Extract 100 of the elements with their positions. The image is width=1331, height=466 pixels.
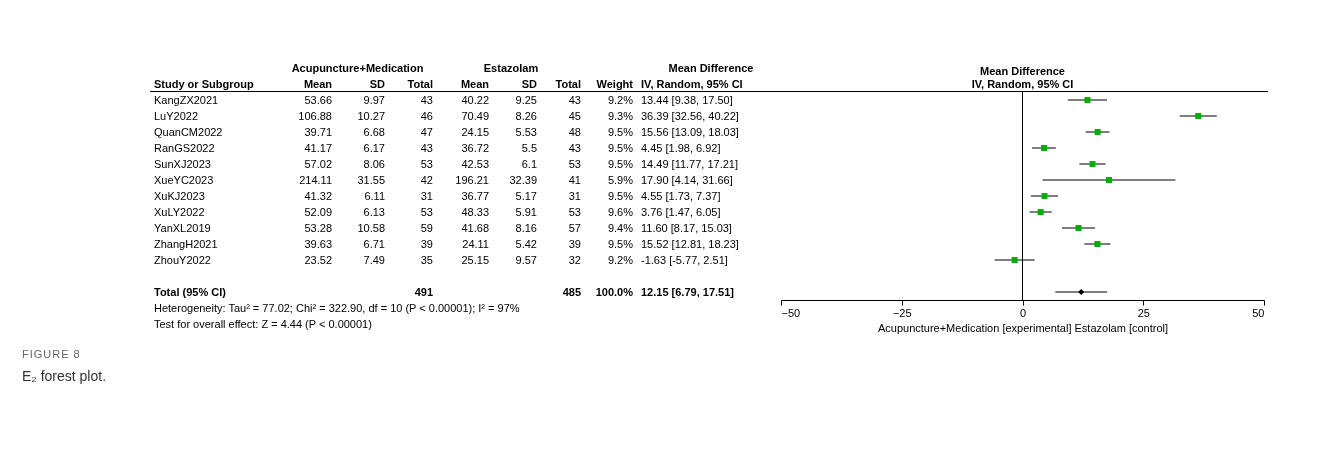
text: 9.97	[362, 93, 386, 108]
text: 5.42	[514, 237, 538, 252]
text: 9.5%	[606, 189, 634, 204]
text: XueYC2023	[153, 173, 215, 188]
text: 14.49 [11.77, 17.21]	[640, 157, 740, 172]
text: 5.17	[514, 189, 538, 204]
text: XuKJ2023	[153, 189, 206, 204]
text: 6.17	[362, 141, 386, 156]
text: 39	[419, 237, 434, 252]
text: 40.22	[460, 93, 490, 108]
text: 36.39 [32.56, 40.22]	[640, 109, 740, 124]
text: 9.3%	[606, 109, 634, 124]
text: 24.11	[461, 237, 490, 252]
text: ZhouY2022	[153, 253, 212, 268]
text: 57.02	[303, 157, 333, 172]
text: 31.55	[356, 173, 386, 188]
x-tick-label: −25	[892, 306, 912, 319]
text: SD	[520, 77, 538, 92]
text: 11.60 [8.17, 15.03]	[640, 221, 733, 236]
x-tick-label: 25	[1137, 306, 1150, 319]
text: XuLY2022	[153, 205, 206, 220]
text: 59	[419, 221, 434, 236]
text: 47	[419, 125, 434, 140]
text: 3.76 [1.47, 6.05]	[640, 205, 722, 220]
text: 43	[567, 93, 582, 108]
x-axis-title: Acupuncture+Medication [experimental] Estazolam [control]	[877, 321, 1169, 334]
text: ZhangH2021	[153, 237, 219, 252]
text: 53	[567, 157, 582, 172]
text: 9.5%	[606, 125, 634, 140]
text: 43	[567, 141, 582, 156]
text: 5.91	[514, 205, 538, 220]
text: 5.53	[514, 125, 538, 140]
text: 32	[567, 253, 582, 268]
text: Total	[406, 77, 434, 92]
text: 9.6%	[606, 205, 634, 220]
caption: FIGURE 8	[22, 348, 81, 360]
text: 25.15	[460, 253, 490, 268]
text: 43	[419, 93, 434, 108]
text: 53.66	[303, 93, 333, 108]
text: 53.28	[303, 221, 333, 236]
text: 4.45 [1.98, 6.92]	[640, 141, 722, 156]
text: 42	[419, 173, 434, 188]
x-tick-label: 50	[1252, 306, 1265, 319]
text: 52.09	[303, 205, 333, 220]
text: 41	[567, 173, 582, 188]
text: Acupuncture+Medication	[290, 61, 425, 76]
x-tick-label: 0	[1019, 306, 1027, 319]
text: 36.77	[460, 189, 490, 204]
text: 9.5%	[606, 237, 634, 252]
text: 15.52 [12.81, 18.23]	[640, 237, 740, 252]
text: 31	[567, 189, 582, 204]
text: 70.49	[460, 109, 490, 124]
text: Heterogeneity: Tau² = 77.02; Chi² = 322.90, df = 10 (P < 0.00001); I² = 97%	[154, 302, 520, 314]
text: 39.71	[303, 125, 333, 140]
text: 6.11	[363, 189, 386, 204]
text: 45	[567, 109, 582, 124]
text: 9.25	[514, 93, 538, 108]
text: YanXL2019	[153, 221, 212, 236]
text: 8.16	[514, 221, 538, 236]
text: 41.32	[303, 189, 333, 204]
text: 41.17	[303, 141, 333, 156]
text: 46	[419, 109, 434, 124]
text: Test for overall effect: Z = 4.44 (P < 0.00001)	[154, 318, 372, 330]
text: 9.5%	[606, 141, 634, 156]
text: 6.68	[362, 125, 386, 140]
text: QuanCM2022	[153, 125, 224, 140]
text: Mean	[459, 77, 490, 92]
text: 53	[419, 157, 434, 172]
text: 106.88	[297, 109, 333, 124]
text: 10.58	[356, 221, 386, 236]
text: 12.15 [6.79, 17.51]	[640, 285, 735, 300]
text: 53	[419, 205, 434, 220]
text: Mean	[302, 77, 333, 92]
text: 48	[567, 125, 582, 140]
text: 9.2%	[606, 253, 634, 268]
chart-title: Mean Difference	[980, 64, 1065, 77]
text: SunXJ2023	[153, 157, 212, 172]
text: 13.44 [9.38, 17.50]	[640, 93, 734, 108]
text: 9.57	[514, 253, 538, 268]
text: Estazolam	[482, 61, 540, 76]
text: 9.5%	[606, 157, 634, 172]
text: 23.52	[303, 253, 333, 268]
text: 8.26	[514, 109, 538, 124]
text: 42.53	[460, 157, 490, 172]
text: 5.5	[520, 141, 538, 156]
text: 39.63	[303, 237, 333, 252]
text: 35	[419, 253, 434, 268]
text: 100.0%	[594, 285, 634, 300]
text: 8.06	[362, 157, 386, 172]
text: SD	[368, 77, 386, 92]
text: Total (95% CI)	[153, 285, 227, 300]
text: IV, Random, 95% CI	[640, 77, 744, 92]
text: 31	[419, 189, 434, 204]
text: 6.13	[362, 205, 386, 220]
x-tick-label: −50	[781, 306, 801, 319]
text: 10.27	[356, 109, 386, 124]
text: 57	[567, 221, 582, 236]
text: 7.49	[362, 253, 386, 268]
text: LuY2022	[153, 109, 200, 124]
text: 9.2%	[606, 93, 634, 108]
